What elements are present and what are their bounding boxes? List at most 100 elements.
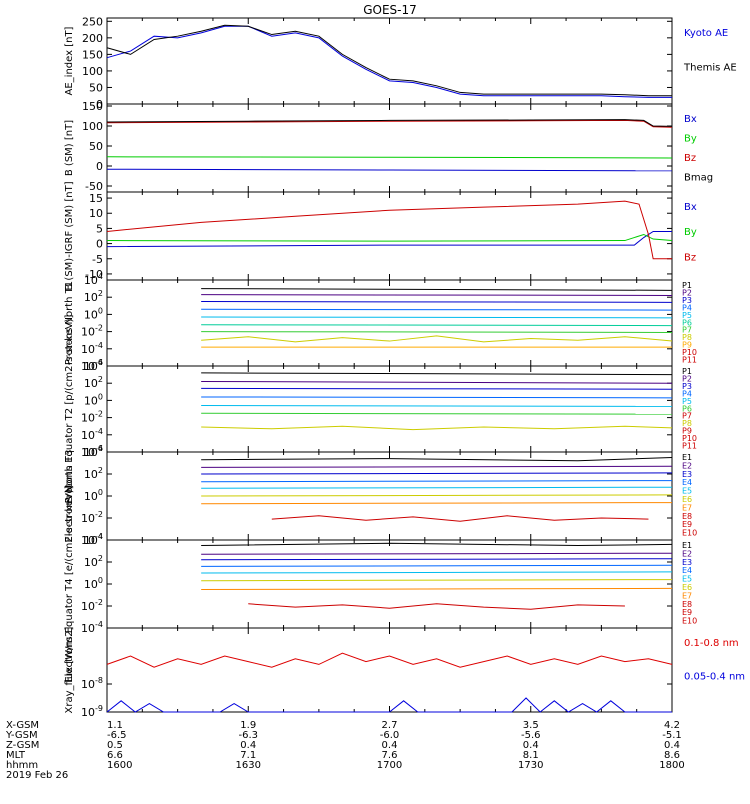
footer-value: 0.4 [240,740,256,751]
y-tick-label: 104 [84,358,103,373]
series-line [201,372,673,376]
panel-frame [106,365,673,453]
legend-entry: E7 [682,503,692,512]
legend-entry: E8 [682,600,692,609]
footer-value: 2.7 [382,720,398,731]
chart-title: GOES-17 [363,3,417,17]
panel-frame [106,103,673,193]
y-tick-label: 250 [82,15,103,28]
series-line [201,396,673,399]
y-tick-label: 10-2 [81,598,103,613]
series-line [106,156,673,159]
series-line [201,564,673,567]
footer-value: 1.9 [240,720,256,731]
legend-entry: P3 [682,296,692,305]
y-tick-label: 102 [84,554,103,569]
legend-entry: 0.1-0.8 nm [684,638,739,649]
series-line [201,387,673,390]
y-axis-label: Protons Equator T2 [p/(cm2-s-sr-keV)] [64,314,75,503]
series-line [201,457,673,462]
footer-value: 0.4 [382,740,398,751]
y-tick-label: 10-4 [81,620,103,635]
footer-value: 1700 [377,760,402,771]
footer-row-label: Y-GSM [5,730,38,741]
legend-entry: 0.05-0.4 nm [684,672,745,683]
legend-entry: E4 [682,478,692,487]
footer-value: 3.5 [523,720,539,731]
panel-8: 10-9 10-8 Xray_flux [W/m2] 0.1-0.8 nm 0.05-0… [64,626,745,719]
panel-7: 10-4 10-2 100 102 104 Electrons Equator T4 [e… [64,485,697,682]
series-line [106,230,672,248]
footer-value: 8.1 [523,750,539,761]
legend-entry: E6 [682,583,692,592]
y-tick-label: 0 [96,98,103,111]
panel-frame [106,17,673,105]
legend-entry: Bx [684,202,697,213]
footer-value: -5.6 [521,730,541,741]
y-tick-label: 150 [82,100,103,113]
footer-value: 7.6 [382,750,398,761]
y-axis-label: AE_index [nT] [64,26,75,95]
series-line [201,294,673,296]
footer-value: 1730 [518,760,543,771]
legend-entry: E5 [682,575,692,584]
series-line [106,697,672,713]
y-tick-label: 100 [84,576,103,591]
series-line [248,603,625,610]
series-line [201,480,673,483]
footer-value: 1630 [236,760,261,771]
legend-entry: Kyoto AE [684,28,728,39]
series-line [201,331,673,333]
y-tick-label: 104 [84,532,103,547]
legend-entry: P6 [682,404,692,413]
legend-entry: P8 [682,333,692,342]
series-line [106,119,673,128]
y-tick-label: 5 [96,222,103,235]
series-line [201,412,673,415]
legend-entry: Bx [684,114,697,125]
legend-entry: P10 [682,434,697,443]
footer-value: 1.1 [107,720,123,731]
legend-entry: E10 [682,529,697,538]
y-tick-label: 104 [84,444,103,459]
series-line [201,494,673,497]
legend-entry: P3 [682,382,692,391]
series-line [201,472,673,475]
series-line [201,288,673,291]
legend-entry: E9 [682,520,692,529]
y-tick-label: 10-2 [81,510,103,525]
y-axis-label: B (SM) [nT] [64,120,75,176]
footer-row-label: hhmm [6,760,38,771]
y-tick-label: 100 [84,488,103,503]
y-tick-label: -5 [92,253,103,266]
y-tick-label: 0 [96,160,103,173]
legend-entry: P7 [682,412,692,421]
legend-entry: By [684,134,697,145]
y-tick-label: 0 [96,238,103,251]
footer-value: 8.6 [664,750,680,761]
series-line [201,324,673,327]
legend-entry: P8 [682,419,692,428]
footer-value: -6.5 [107,730,127,741]
series-line [201,486,673,489]
series-line [201,380,673,384]
footer-value: 1600 [107,760,132,771]
footer-row-label: X-GSM [6,720,39,731]
legend-entry: E4 [682,566,692,575]
footer-value: 6.6 [107,750,123,761]
y-tick-label: 200 [82,32,103,45]
series-line [271,515,649,522]
footer-row-label: 2019 Feb 26 [6,770,68,781]
y-axis-label: Electrons North T3 [64,449,75,542]
legend-entry: P2 [682,374,692,383]
series-line [201,502,673,505]
y-tick-label: 10-2 [81,324,103,339]
legend-entry: P6 [682,318,692,327]
legend-entry: E1 [682,541,692,550]
